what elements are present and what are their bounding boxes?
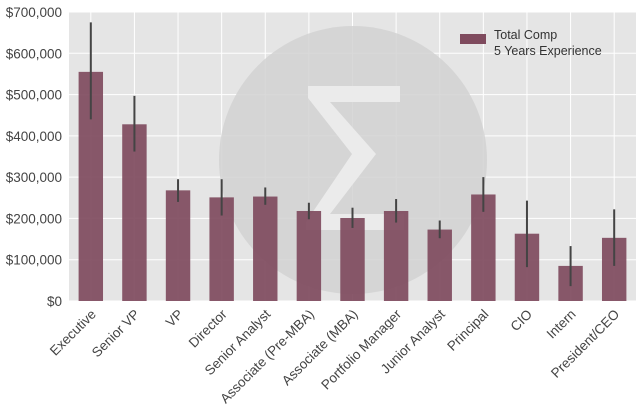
- legend-swatch: [460, 34, 486, 44]
- bar: [471, 194, 496, 301]
- legend: Total Comp 5 Years Experience: [460, 28, 602, 58]
- bars: [78, 71, 627, 301]
- x-tick-label: Director: [186, 306, 230, 350]
- legend-label-line2: 5 Years Experience: [494, 44, 602, 58]
- x-tick-label: Associate (MBA): [279, 307, 361, 389]
- bar: [165, 190, 191, 301]
- y-tick-label: $700,000: [6, 5, 62, 20]
- x-tick-label: Portfolio Manager: [318, 306, 404, 392]
- error-bars: [89, 22, 616, 287]
- bar: [122, 124, 147, 301]
- legend-label-line1: Total Comp: [494, 28, 557, 42]
- y-tick-label: $0: [47, 294, 62, 309]
- y-axis-ticks: $0 $100,000 $200,000 $300,000 $400,000 $500,0…: [6, 5, 62, 309]
- bar: [340, 218, 365, 301]
- x-tick-label: CIO: [507, 307, 535, 335]
- y-tick-label: $400,000: [6, 129, 62, 144]
- y-tick-label: $200,000: [6, 211, 62, 226]
- y-tick-label: $600,000: [6, 46, 62, 61]
- x-tick-label: Intern: [544, 307, 579, 342]
- bar: [427, 229, 452, 301]
- bar: [383, 210, 409, 301]
- y-tick-label: $500,000: [6, 88, 62, 103]
- y-tick-label: $300,000: [6, 170, 62, 185]
- x-tick-label: VP: [163, 307, 186, 330]
- sigma-watermark-icon: [219, 26, 487, 294]
- bar: [296, 210, 322, 301]
- bar: [253, 196, 278, 301]
- x-tick-label: Senior VP: [89, 307, 143, 361]
- x-tick-label: Principal: [444, 307, 491, 354]
- y-tick-label: $100,000: [6, 253, 62, 268]
